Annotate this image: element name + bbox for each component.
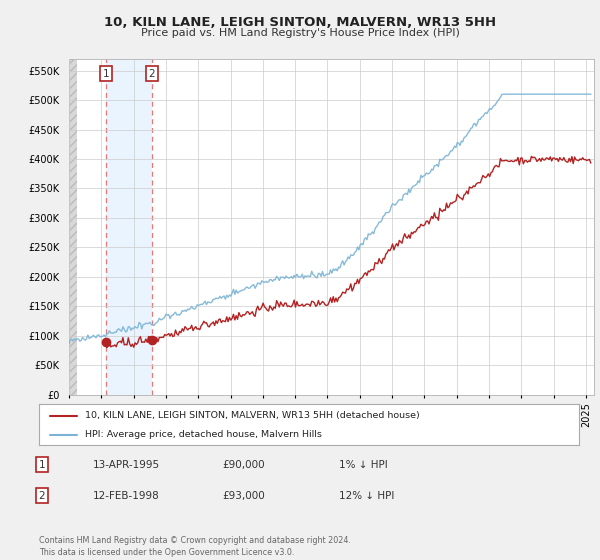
Text: 10, KILN LANE, LEIGH SINTON, MALVERN, WR13 5HH: 10, KILN LANE, LEIGH SINTON, MALVERN, WR… (104, 16, 496, 29)
Text: HPI: Average price, detached house, Malvern Hills: HPI: Average price, detached house, Malv… (85, 431, 322, 440)
Text: £93,000: £93,000 (222, 491, 265, 501)
Text: Contains HM Land Registry data © Crown copyright and database right 2024.
This d: Contains HM Land Registry data © Crown c… (39, 536, 351, 557)
Text: 1: 1 (103, 68, 109, 78)
Text: 2: 2 (38, 491, 46, 501)
Text: 13-APR-1995: 13-APR-1995 (93, 460, 160, 470)
Text: 12% ↓ HPI: 12% ↓ HPI (339, 491, 394, 501)
Text: 10, KILN LANE, LEIGH SINTON, MALVERN, WR13 5HH (detached house): 10, KILN LANE, LEIGH SINTON, MALVERN, WR… (85, 411, 419, 420)
Text: 1% ↓ HPI: 1% ↓ HPI (339, 460, 388, 470)
Text: 1: 1 (38, 460, 46, 470)
Text: 2: 2 (148, 68, 155, 78)
Text: 12-FEB-1998: 12-FEB-1998 (93, 491, 160, 501)
Bar (69, 59, 77, 395)
Bar (106, 59, 152, 395)
Text: £90,000: £90,000 (222, 460, 265, 470)
Text: Price paid vs. HM Land Registry's House Price Index (HPI): Price paid vs. HM Land Registry's House … (140, 28, 460, 38)
